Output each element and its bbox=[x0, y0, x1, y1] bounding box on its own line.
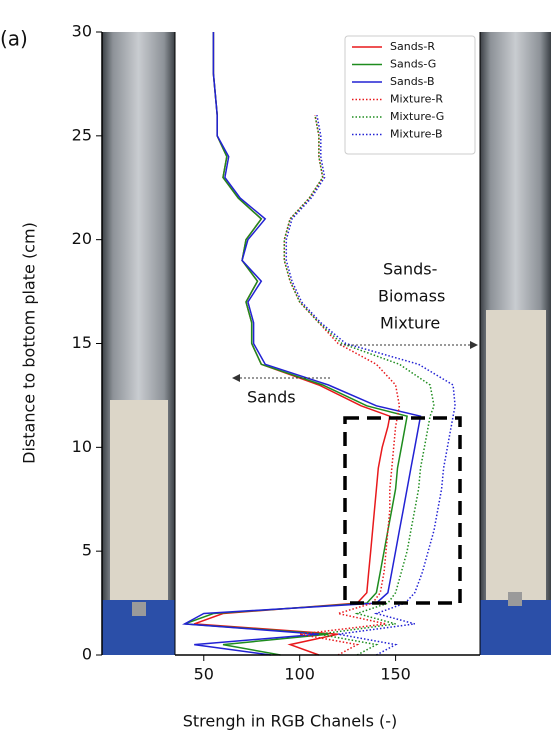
y-tick-label: 25 bbox=[72, 125, 92, 144]
y-axis-label: Distance to bottom plate (cm) bbox=[20, 222, 39, 464]
x-tick-label: 50 bbox=[194, 665, 214, 684]
legend-label: Mixture-B bbox=[390, 128, 443, 141]
y-tick-label: 10 bbox=[72, 437, 92, 456]
series-line bbox=[184, 32, 408, 656]
arrow-head bbox=[232, 374, 240, 382]
legend-label: Sands-B bbox=[390, 75, 435, 88]
y-tick-label: 20 bbox=[72, 229, 92, 248]
x-axis-label: Strengh in RGB Chanels (-) bbox=[183, 712, 398, 731]
annotation: Sands bbox=[247, 388, 296, 407]
annotation: Mixture bbox=[380, 314, 440, 333]
panel-label: (a) bbox=[0, 27, 28, 51]
annotation: Sands- bbox=[383, 260, 437, 279]
annotation: Biomass bbox=[378, 287, 445, 306]
y-tick-label: 0 bbox=[82, 645, 92, 664]
x-tick-label: 100 bbox=[284, 665, 315, 684]
y-tick-label: 15 bbox=[72, 333, 92, 352]
left-photo bbox=[102, 32, 175, 655]
series-line bbox=[182, 32, 422, 656]
legend-label: Mixture-G bbox=[390, 110, 444, 123]
legend-label: Mixture-R bbox=[390, 93, 443, 106]
highlight-box bbox=[343, 416, 462, 605]
y-tick-label: 30 bbox=[72, 22, 92, 41]
legend-box bbox=[344, 35, 476, 155]
right-photo bbox=[480, 32, 551, 655]
x-tick-label: 150 bbox=[380, 665, 411, 684]
arrow-head bbox=[470, 341, 478, 349]
y-tick-label: 5 bbox=[82, 541, 92, 560]
legend-label: Sands-G bbox=[390, 58, 436, 71]
legend-label: Sands-R bbox=[390, 40, 435, 53]
